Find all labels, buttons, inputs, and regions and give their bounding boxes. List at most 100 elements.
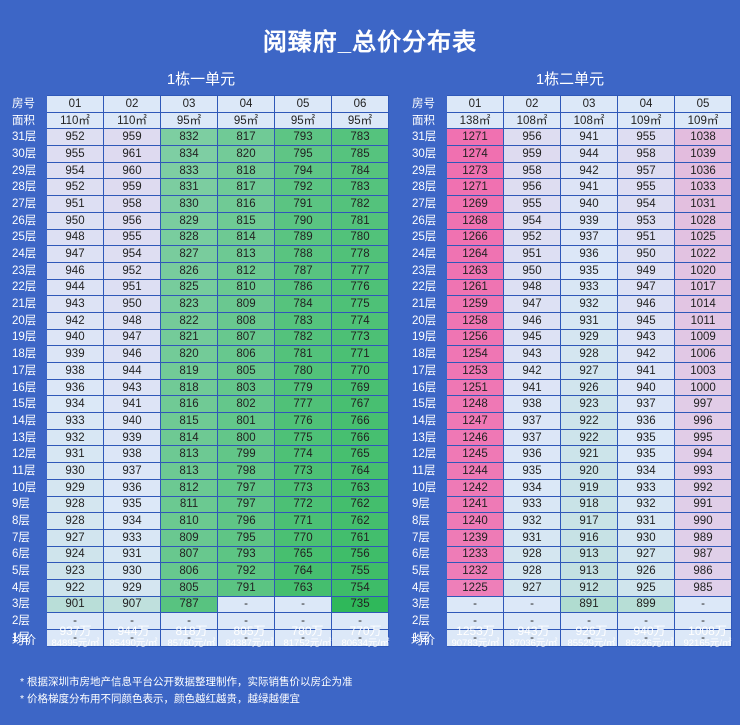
floor-row: 5层 923 930 806 792 764 755 — [10, 562, 389, 580]
page-title: 阅臻府_总价分布表 — [262, 29, 478, 56]
price-cell: 926 — [617, 562, 675, 580]
avg-price-label-unit-1: 均价 — [12, 633, 37, 647]
price-cell: - — [503, 595, 561, 614]
price-cell: 781 — [331, 211, 389, 230]
floor-row: 2层 - - - - - - — [10, 612, 389, 630]
price-cell: 936 — [103, 478, 161, 497]
price-cell: 929 — [103, 578, 161, 597]
price-cell: 775 — [331, 295, 389, 313]
price-cell: - — [674, 595, 732, 614]
price-cell: 761 — [331, 528, 389, 547]
price-cell: - — [217, 629, 275, 647]
price-cell: 955 — [503, 195, 561, 213]
floor-row: 11层 1244 935 920 934 993 — [410, 462, 732, 480]
price-cell: 929 — [46, 478, 104, 497]
price-cell: 818 — [217, 161, 275, 180]
price-cell: 778 — [331, 245, 389, 263]
price-cell: 829 — [160, 211, 218, 230]
unit-number: 02 — [503, 95, 561, 113]
price-cell: 944 — [103, 362, 161, 380]
price-cell: 941 — [503, 378, 561, 397]
floor-label: 26层 — [10, 211, 47, 230]
floor-row: 12层 1245 936 921 935 994 — [410, 445, 732, 464]
price-cell: 942 — [503, 362, 561, 380]
price-cell: 946 — [46, 261, 104, 280]
avg-price-cell: 943万 87036元/㎡ — [505, 624, 562, 650]
price-cell: 805 — [217, 362, 275, 380]
floor-row: 19层 940 947 821 807 782 773 — [10, 328, 389, 347]
price-cell: 773 — [274, 462, 332, 480]
price-cell: 948 — [103, 311, 161, 330]
price-cell: 812 — [160, 478, 218, 497]
price-cell: 952 — [46, 178, 104, 197]
price-cell: 935 — [503, 462, 561, 480]
price-cell: 947 — [617, 278, 675, 297]
price-cell: 948 — [503, 278, 561, 297]
floor-row: 30层 1274 959 944 958 1039 — [410, 145, 732, 163]
price-cell: 784 — [331, 161, 389, 180]
price-cell: 1009 — [674, 328, 732, 347]
price-cell: 807 — [217, 328, 275, 347]
price-cell: 817 — [217, 128, 275, 147]
price-cell: 820 — [217, 145, 275, 163]
floor-row: 25层 948 955 828 814 789 780 — [10, 228, 389, 247]
avg-unit-price: 87036元/㎡ — [509, 638, 558, 649]
price-cell: 913 — [560, 545, 618, 564]
price-cell: 939 — [103, 428, 161, 447]
price-cell: 943 — [617, 328, 675, 347]
price-cell: 763 — [331, 478, 389, 497]
price-cell: 795 — [274, 145, 332, 163]
floor-label: 17层 — [410, 362, 447, 380]
price-cell: 955 — [617, 128, 675, 147]
price-cell: 901 — [46, 595, 104, 614]
unit-number: 05 — [274, 95, 332, 113]
price-cell: 814 — [217, 228, 275, 247]
price-cell: 992 — [674, 478, 732, 497]
floor-row: 17层 938 944 819 805 780 770 — [10, 362, 389, 380]
price-cell: 782 — [274, 328, 332, 347]
price-cell: 932 — [46, 428, 104, 447]
price-cell: 1033 — [674, 178, 732, 197]
price-cell: 946 — [617, 295, 675, 313]
price-cell: 938 — [46, 362, 104, 380]
price-cell: 770 — [331, 362, 389, 380]
price-cell: 773 — [331, 328, 389, 347]
floor-row: 16层 1251 941 926 940 1000 — [410, 378, 732, 397]
avg-unit-price: 84895元/㎡ — [51, 638, 100, 649]
price-cell: - — [560, 612, 618, 630]
floor-label: 13层 — [10, 428, 47, 447]
floor-row: 3层 901 907 787- -735 — [10, 595, 389, 614]
price-cell: 797 — [217, 495, 275, 514]
floor-label: 25层 — [410, 228, 447, 247]
price-cell: 825 — [160, 278, 218, 297]
price-cell: 1025 — [674, 228, 732, 247]
price-cell: 939 — [560, 211, 618, 230]
floor-row: 20层 942 948 822 808 783 774 — [10, 311, 389, 330]
floor-row: 26层 1268 954 939 953 1028 — [410, 211, 732, 230]
price-cell: 960 — [103, 161, 161, 180]
price-cell: 1020 — [674, 261, 732, 280]
price-cell: 783 — [331, 128, 389, 147]
header-label: 房号 — [10, 95, 47, 113]
price-cell: 899 — [617, 595, 675, 614]
price-cell: 922 — [560, 412, 618, 430]
price-cell: 782 — [331, 195, 389, 213]
price-cell: 1261 — [446, 278, 504, 297]
avg-total-price: 926万 — [575, 624, 608, 638]
price-cell: 996 — [674, 412, 732, 430]
floor-label: 12层 — [410, 445, 447, 464]
price-cell: 798 — [217, 462, 275, 480]
unit-area: 108㎡ — [560, 111, 618, 130]
price-cell: 783 — [331, 178, 389, 197]
price-cell: 933 — [503, 495, 561, 514]
avg-price-label-unit-2: 均价 — [411, 633, 436, 647]
price-cell: 1239 — [446, 528, 504, 547]
price-cell: - — [46, 612, 104, 630]
price-cell: 934 — [503, 478, 561, 497]
price-cell: 1269 — [446, 195, 504, 213]
price-cell: 1003 — [674, 362, 732, 380]
avg-total-price: 937万 — [59, 624, 92, 638]
price-cell: 771 — [331, 345, 389, 363]
price-cell: 932 — [560, 295, 618, 313]
price-cell: 940 — [46, 328, 104, 347]
